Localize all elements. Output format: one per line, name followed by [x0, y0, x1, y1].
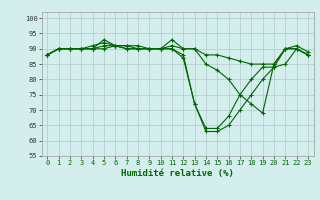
X-axis label: Humidité relative (%): Humidité relative (%) [121, 169, 234, 178]
